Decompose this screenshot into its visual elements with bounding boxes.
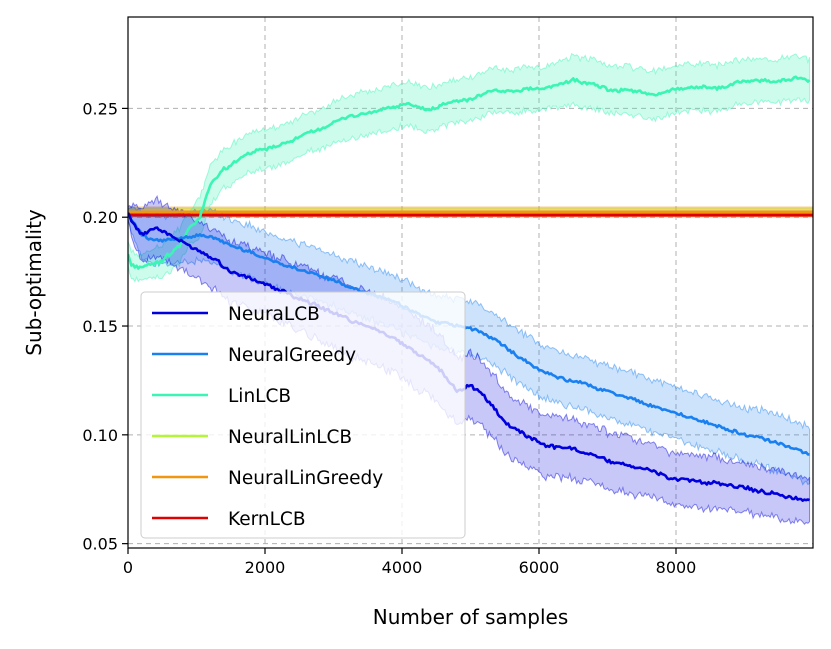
- series-line-linlcb: [128, 75, 811, 270]
- y-tick-label: 0.10: [82, 426, 118, 445]
- y-axis-ticks: 0.05 0.10 0.15 0.20 0.25: [82, 99, 128, 554]
- legend-box: [140, 291, 466, 539]
- y-axis-label: Sub-optimality: [22, 209, 46, 356]
- y-tick-label: 0.05: [82, 535, 118, 554]
- legend-label: NeuralGreedy: [228, 345, 356, 366]
- series-lines: [128, 75, 813, 502]
- x-tick-label: 6000: [519, 558, 560, 577]
- series-line-neuralgreedy: [128, 214, 810, 456]
- y-tick-label: 0.20: [82, 208, 118, 227]
- x-axis-ticks: 0 2000 4000 6000 8000: [123, 548, 696, 577]
- x-tick-label: 2000: [245, 558, 286, 577]
- legend-label: NeuraLCB: [228, 304, 320, 325]
- x-tick-label: 4000: [382, 558, 423, 577]
- x-tick-label: 8000: [656, 558, 697, 577]
- y-tick-label: 0.25: [82, 99, 118, 118]
- legend-label: KernLCB: [228, 509, 306, 530]
- legend: NeuraLCB NeuralGreedy LinLCB NeuralLinLCB Ne…: [140, 291, 466, 539]
- y-tick-label: 0.15: [82, 317, 118, 336]
- legend-label: NeuralLinGreedy: [228, 468, 383, 489]
- legend-label: LinLCB: [228, 386, 291, 407]
- x-tick-label: 0: [123, 558, 133, 577]
- series-line-neuralcb: [128, 212, 811, 502]
- x-axis-label: Number of samples: [373, 605, 568, 629]
- legend-label: NeuralLinLCB: [228, 427, 352, 448]
- band-linlcb: [128, 52, 811, 283]
- plot-frame: [127, 16, 814, 549]
